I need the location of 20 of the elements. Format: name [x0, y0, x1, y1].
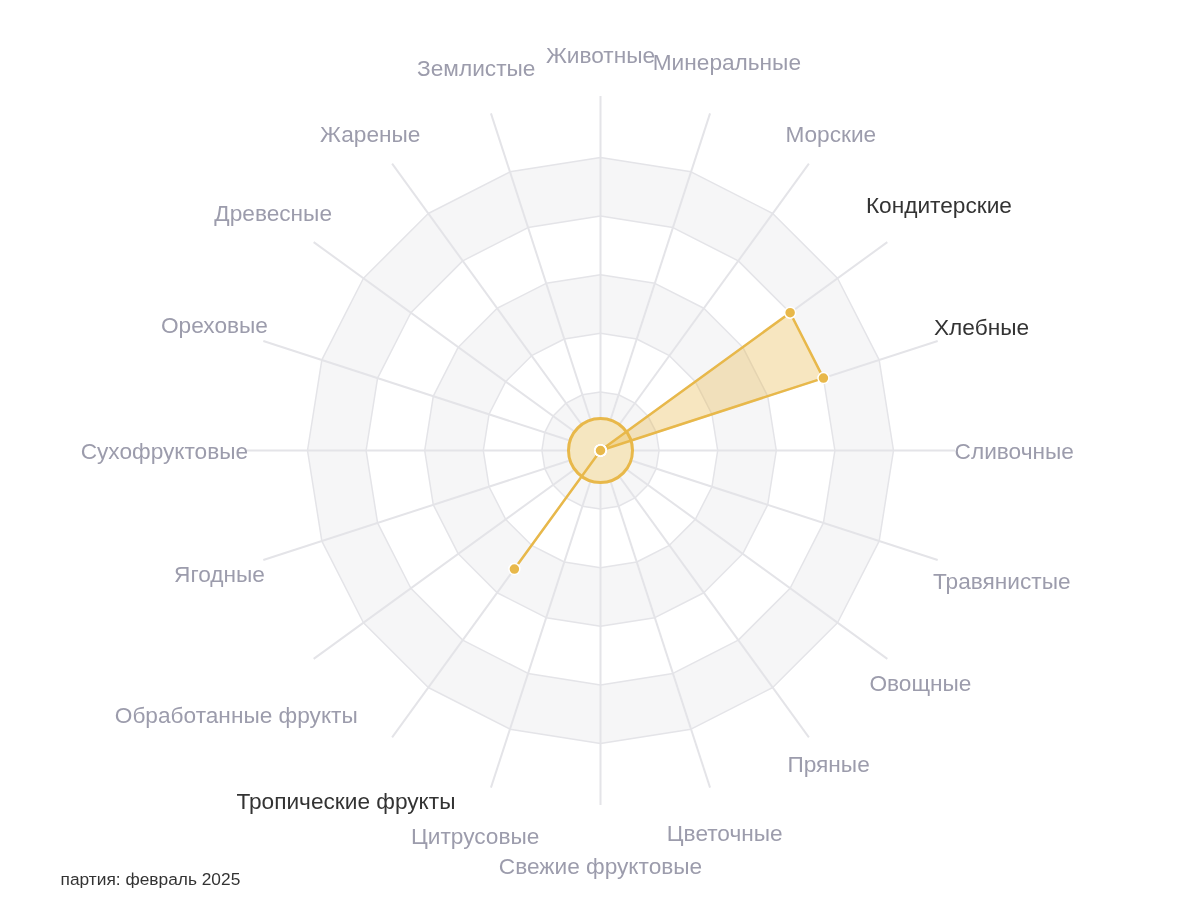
spoke-label: Кондитерские — [865, 191, 1012, 218]
spoke-label: Жареные — [320, 120, 421, 147]
spoke-label: Сливочные — [954, 437, 1074, 464]
spoke-label: Пряные — [787, 751, 870, 778]
spoke-label: Травянистые — [932, 567, 1071, 594]
spoke-label: Хлебные — [933, 313, 1030, 340]
spoke-label: Морские — [785, 120, 877, 147]
spoke-label: Ореховые — [160, 312, 268, 339]
spoke-label: Древесные — [214, 199, 333, 226]
spoke-label: Цветочные — [666, 819, 783, 846]
spoke-label: Овощные — [869, 669, 972, 696]
text: партия: февраль 2025 — [60, 868, 241, 889]
spoke-label: Землистые — [417, 55, 536, 82]
spoke-label: Обработанные фрукты — [114, 702, 358, 729]
spoke-label: Ягодные — [174, 561, 265, 588]
spoke-label: Тропические фрукты — [236, 787, 456, 814]
spoke-label: Сухофруктовые — [80, 437, 249, 464]
spoke-label: Животные — [545, 42, 656, 69]
spoke-label: Свежие фруктовые — [498, 853, 703, 880]
spoke-label: Цитрусовые — [411, 823, 540, 850]
